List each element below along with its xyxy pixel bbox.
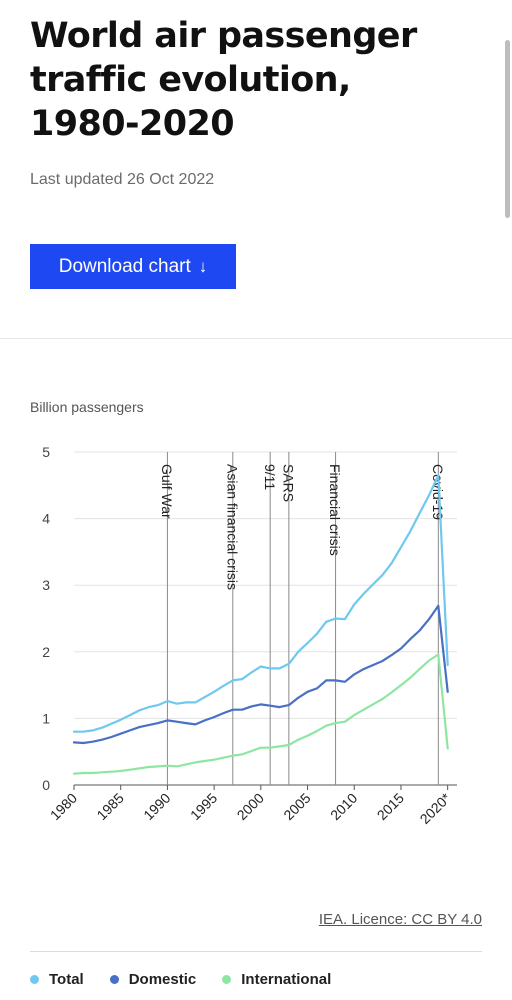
y-tick-label: 2: [42, 644, 50, 660]
event-label: Financial crisis: [327, 464, 343, 556]
event-label: Asian financial crisis: [224, 464, 240, 590]
legend-label-total: Total: [49, 971, 84, 988]
x-tick-label: 1985: [93, 790, 126, 823]
legend-label-domestic: Domestic: [128, 971, 197, 988]
x-tick-label: 2020*: [417, 789, 455, 827]
last-updated: Last updated 26 Oct 2022: [30, 171, 215, 188]
event-label: 9/11: [262, 464, 278, 490]
legend-swatch-total: [30, 975, 39, 984]
page-title: World air passenger traffic evolution, 1…: [30, 16, 417, 144]
line-chart: 0 1 2 3 4 5 1980 1985 1990 1995 2000 2005 2010 2015 20…: [42, 444, 457, 827]
legend-swatch-international: [222, 975, 232, 984]
y-tick-label: 0: [42, 777, 50, 793]
footer-divider: [30, 951, 482, 952]
x-tick-label: 2000: [234, 790, 267, 823]
legend-item-international[interactable]: International: [222, 971, 331, 988]
y-tick-label: 4: [42, 511, 50, 527]
x-tick-label: 2010: [327, 790, 360, 823]
divider: [0, 338, 512, 339]
x-tick-label: 2005: [280, 790, 313, 823]
y-tick-label: 3: [42, 577, 50, 593]
x-tick-label: 1980: [47, 790, 80, 823]
chart-legend: Total Domestic International: [30, 971, 331, 988]
event-label: Gulf War: [159, 464, 175, 519]
download-label: Download chart: [58, 255, 191, 277]
series-line-total: [72, 474, 449, 733]
legend-swatch-domestic: [109, 975, 119, 984]
scrollbar-thumb[interactable]: [505, 40, 510, 218]
x-tick-label: 2015: [374, 790, 407, 823]
y-tick-label: 5: [42, 444, 50, 460]
y-tick-label: 1: [42, 710, 50, 726]
legend-label-international: International: [241, 971, 332, 988]
event-label: Covid-19: [430, 464, 446, 520]
arrow-down-icon: ↓: [198, 256, 208, 276]
x-tick-label: 1995: [187, 790, 220, 823]
licence-link[interactable]: IEA. Licence: CC BY 4.0: [318, 911, 482, 928]
legend-item-domestic[interactable]: Domestic: [109, 971, 197, 988]
series-line-domestic: [72, 604, 449, 745]
x-tick-label: 1990: [140, 790, 173, 823]
legend-item-total[interactable]: Total: [30, 971, 84, 988]
y-axis-title: Billion passengers: [30, 399, 144, 415]
event-label: SARS: [280, 464, 296, 502]
download-chart-button[interactable]: Download chart ↓: [30, 244, 236, 289]
series-line-international: [72, 653, 449, 775]
